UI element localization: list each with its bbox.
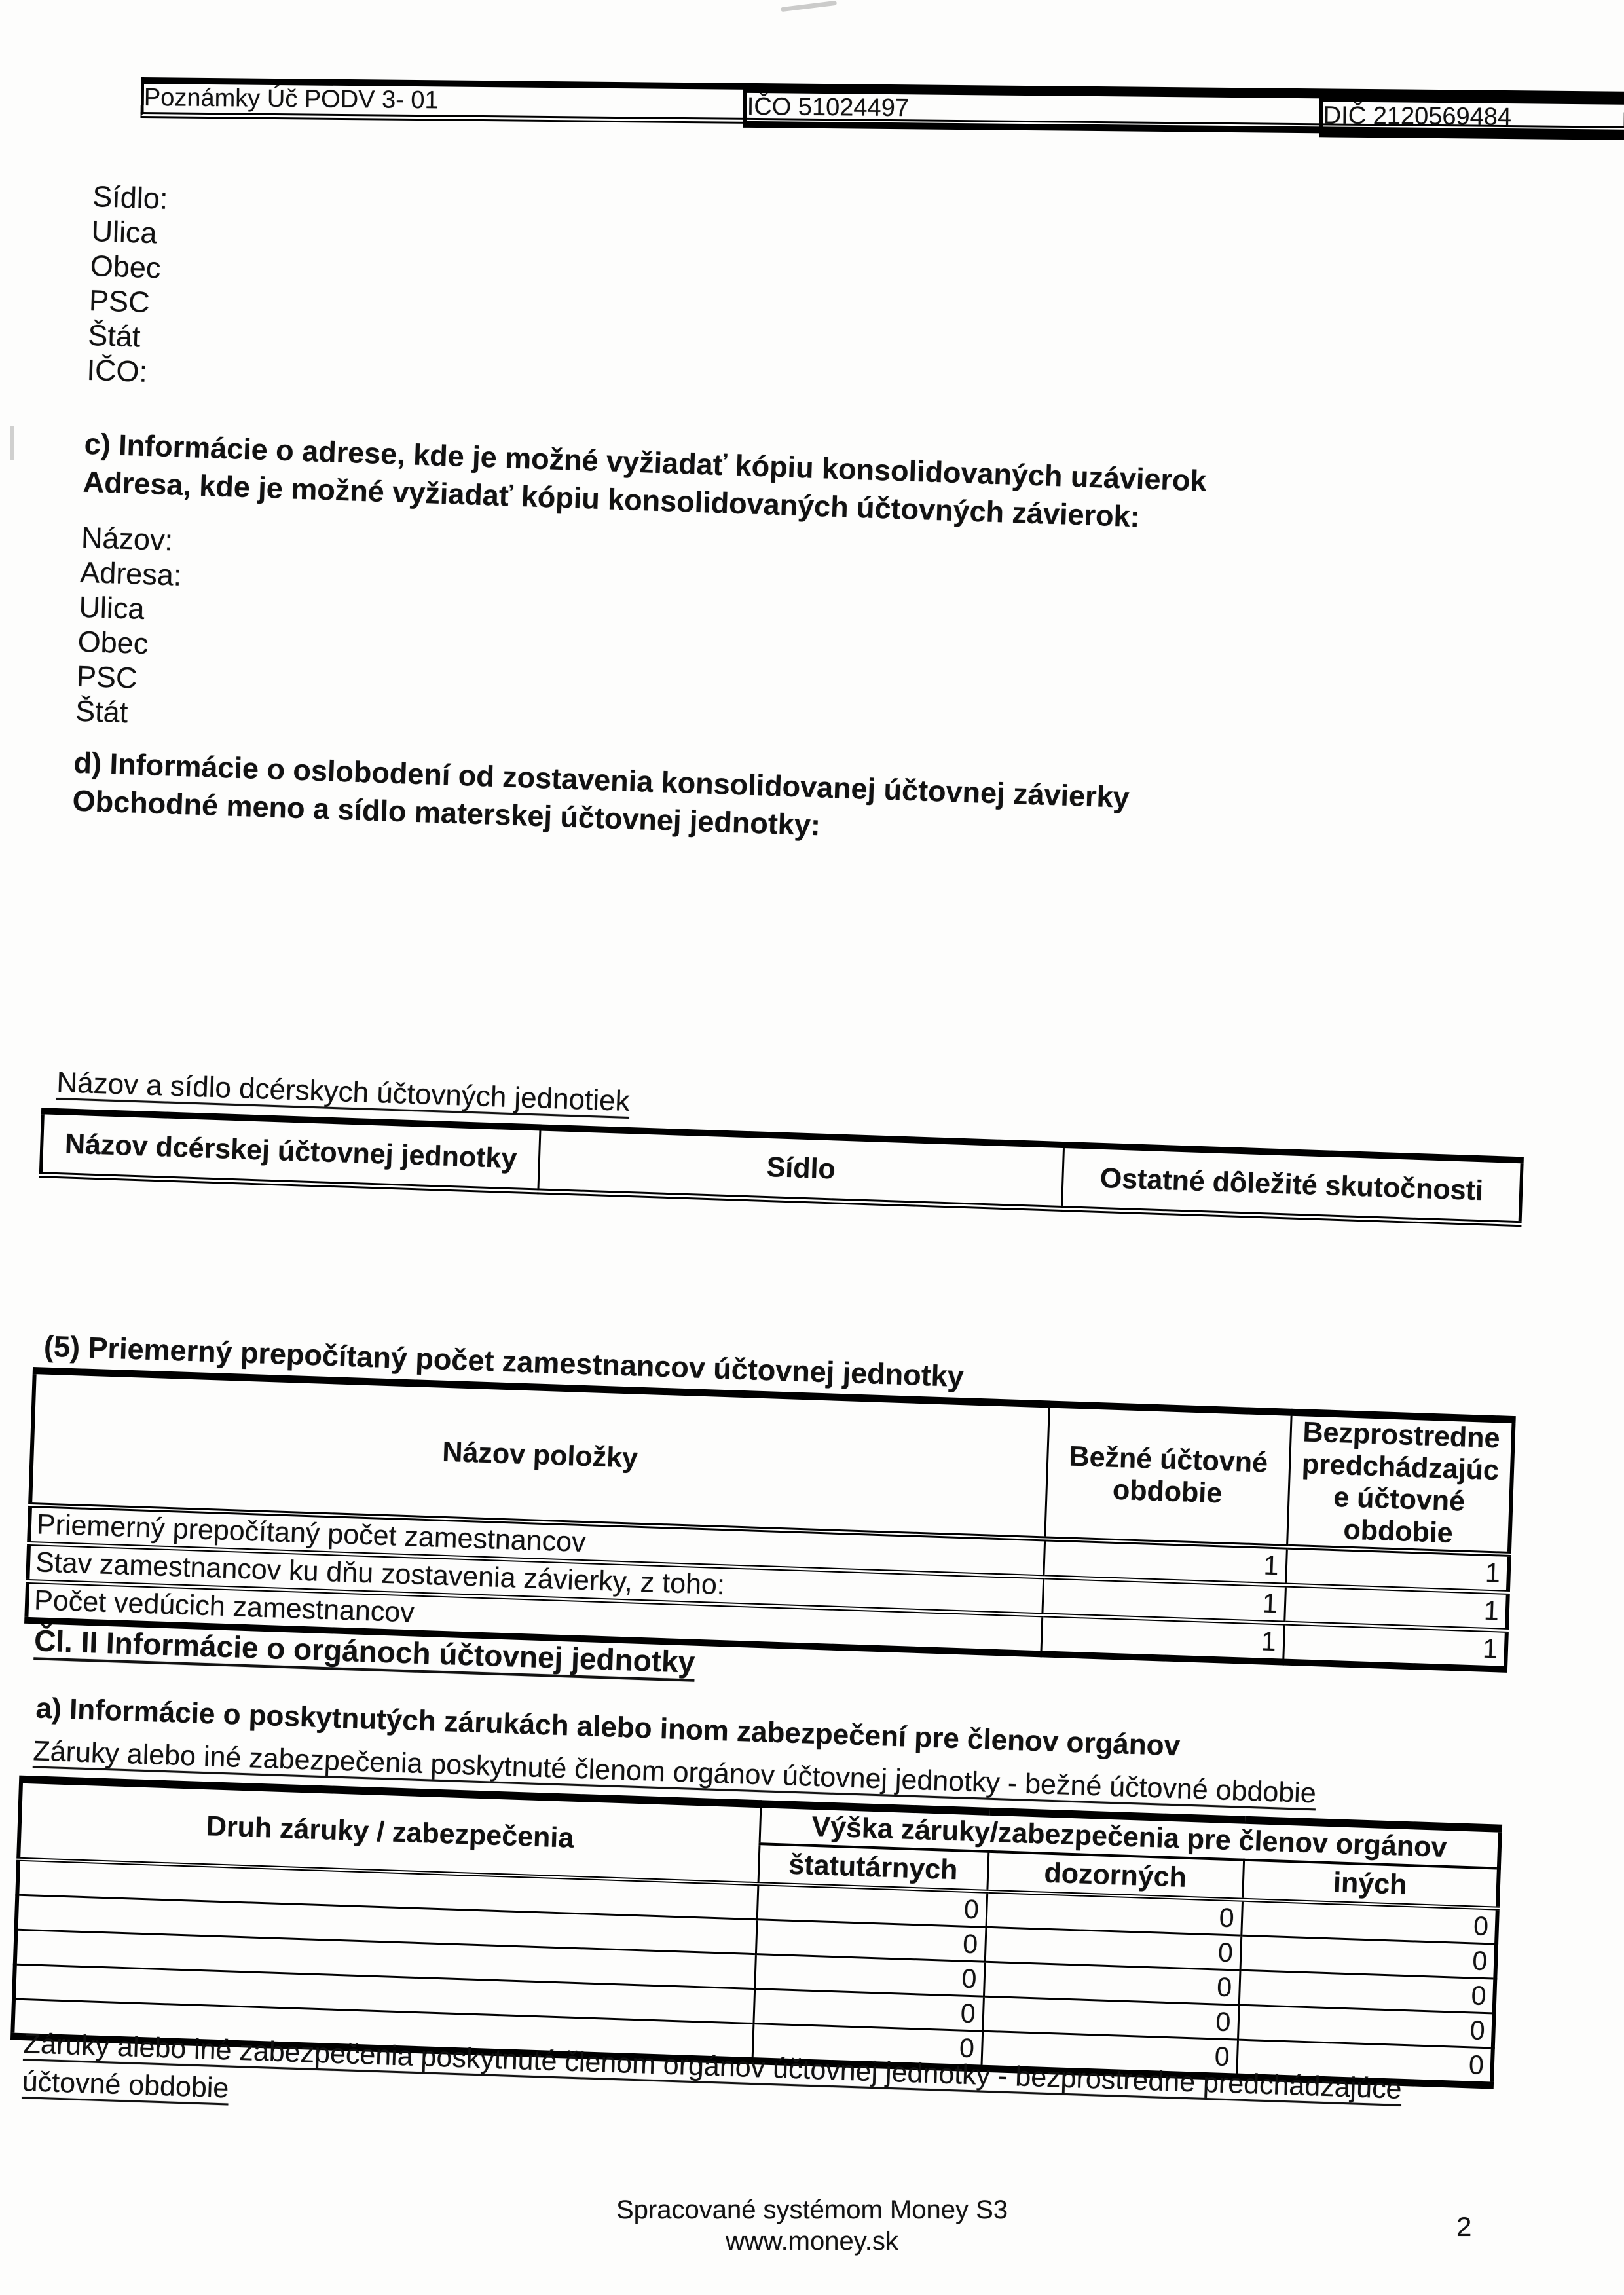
employees-table: Názov položky Bežné účtovné obdobie Bezp… (24, 1367, 1516, 1673)
footer-website: www.money.sk (726, 2227, 898, 2256)
address-line-obec: Obec (77, 624, 149, 661)
employees-col-previous: Bezprostredne predchádzajúc e účtovné ob… (1287, 1412, 1514, 1554)
subsidiaries-col-name: Názov dcérskej účtovnej jednotky (41, 1111, 541, 1191)
guarantees-col-statutory: štatutárnych (758, 1844, 989, 1892)
office-line-obec: Obec (90, 249, 162, 285)
office-line-stat: Štát (87, 318, 141, 354)
employees-col-current: Bežné účtovné obdobie (1044, 1404, 1291, 1547)
scan-mark-left-margin (10, 426, 14, 460)
address-line-stat: Štát (75, 694, 129, 730)
address-line-psc: PSC (76, 659, 138, 695)
section-d: d) Informácie o oslobodení od zostavenia… (72, 744, 1130, 855)
office-line-sidlo: Sídlo: (92, 179, 169, 215)
footer-processed-with: Spracované systémom Money S3 (616, 2195, 1008, 2224)
office-line-psc: PSC (88, 283, 151, 320)
registered-office-block: Sídlo: Ulica Obec PSC Štát IČO: (86, 179, 169, 390)
request-address-block: Názov: Adresa: Ulica Obec PSC Štát (75, 520, 183, 732)
address-line-adresa: Adresa: (79, 555, 183, 592)
employees-row-current-value: 1 (1041, 1614, 1285, 1662)
subsidiaries-col-other: Ostatné dôležité skutočnosti (1061, 1145, 1522, 1224)
employees-row-previous-value: 1 (1283, 1623, 1507, 1670)
section-c: c) Informácie o adrese, kde je možné vyž… (83, 425, 1208, 538)
address-line-nazov: Názov: (81, 520, 174, 557)
subsidiaries-table: Názov dcérskej účtovnej jednotky Sídlo O… (39, 1108, 1524, 1227)
office-line-ulica: Ulica (90, 214, 158, 250)
subsidiaries-caption: Názov a sídlo dcérskych účtovných jednot… (56, 1066, 631, 1117)
subsidiaries-header-row: Názov dcérskej účtovnej jednotky Sídlo O… (41, 1111, 1522, 1224)
subsidiaries-col-seat: Sídlo (538, 1127, 1064, 1209)
address-line-ulica: Ulica (78, 589, 145, 626)
page-number: 2 (1456, 2211, 1472, 2242)
office-line-ico: IČO: (86, 352, 148, 388)
